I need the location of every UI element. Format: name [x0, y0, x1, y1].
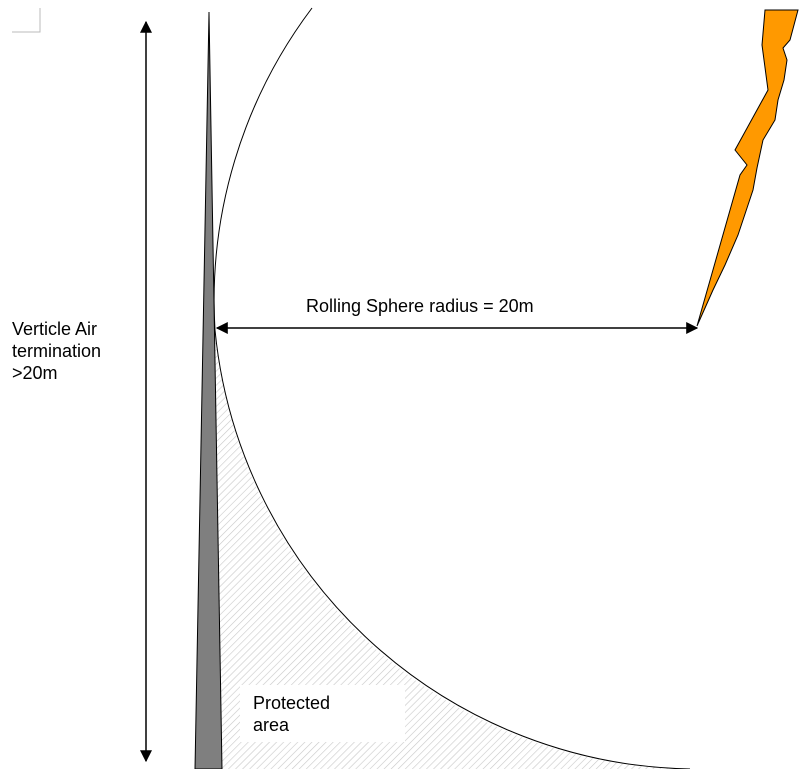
- protected-label-line-1: Protected: [253, 692, 330, 714]
- lightning-bolt-icon: [697, 10, 798, 326]
- radius-label: Rolling Sphere radius = 20m: [306, 295, 534, 317]
- height-label-line-3: >20m: [12, 362, 101, 384]
- protected-area-label: Protected area: [253, 692, 330, 736]
- protected-label-line-2: area: [253, 714, 330, 736]
- height-label-line-1: Verticle Air: [12, 318, 101, 340]
- height-label: Verticle Air termination >20m: [12, 318, 101, 384]
- height-label-line-2: termination: [12, 340, 101, 362]
- corner-crop-mark-icon: [12, 8, 40, 32]
